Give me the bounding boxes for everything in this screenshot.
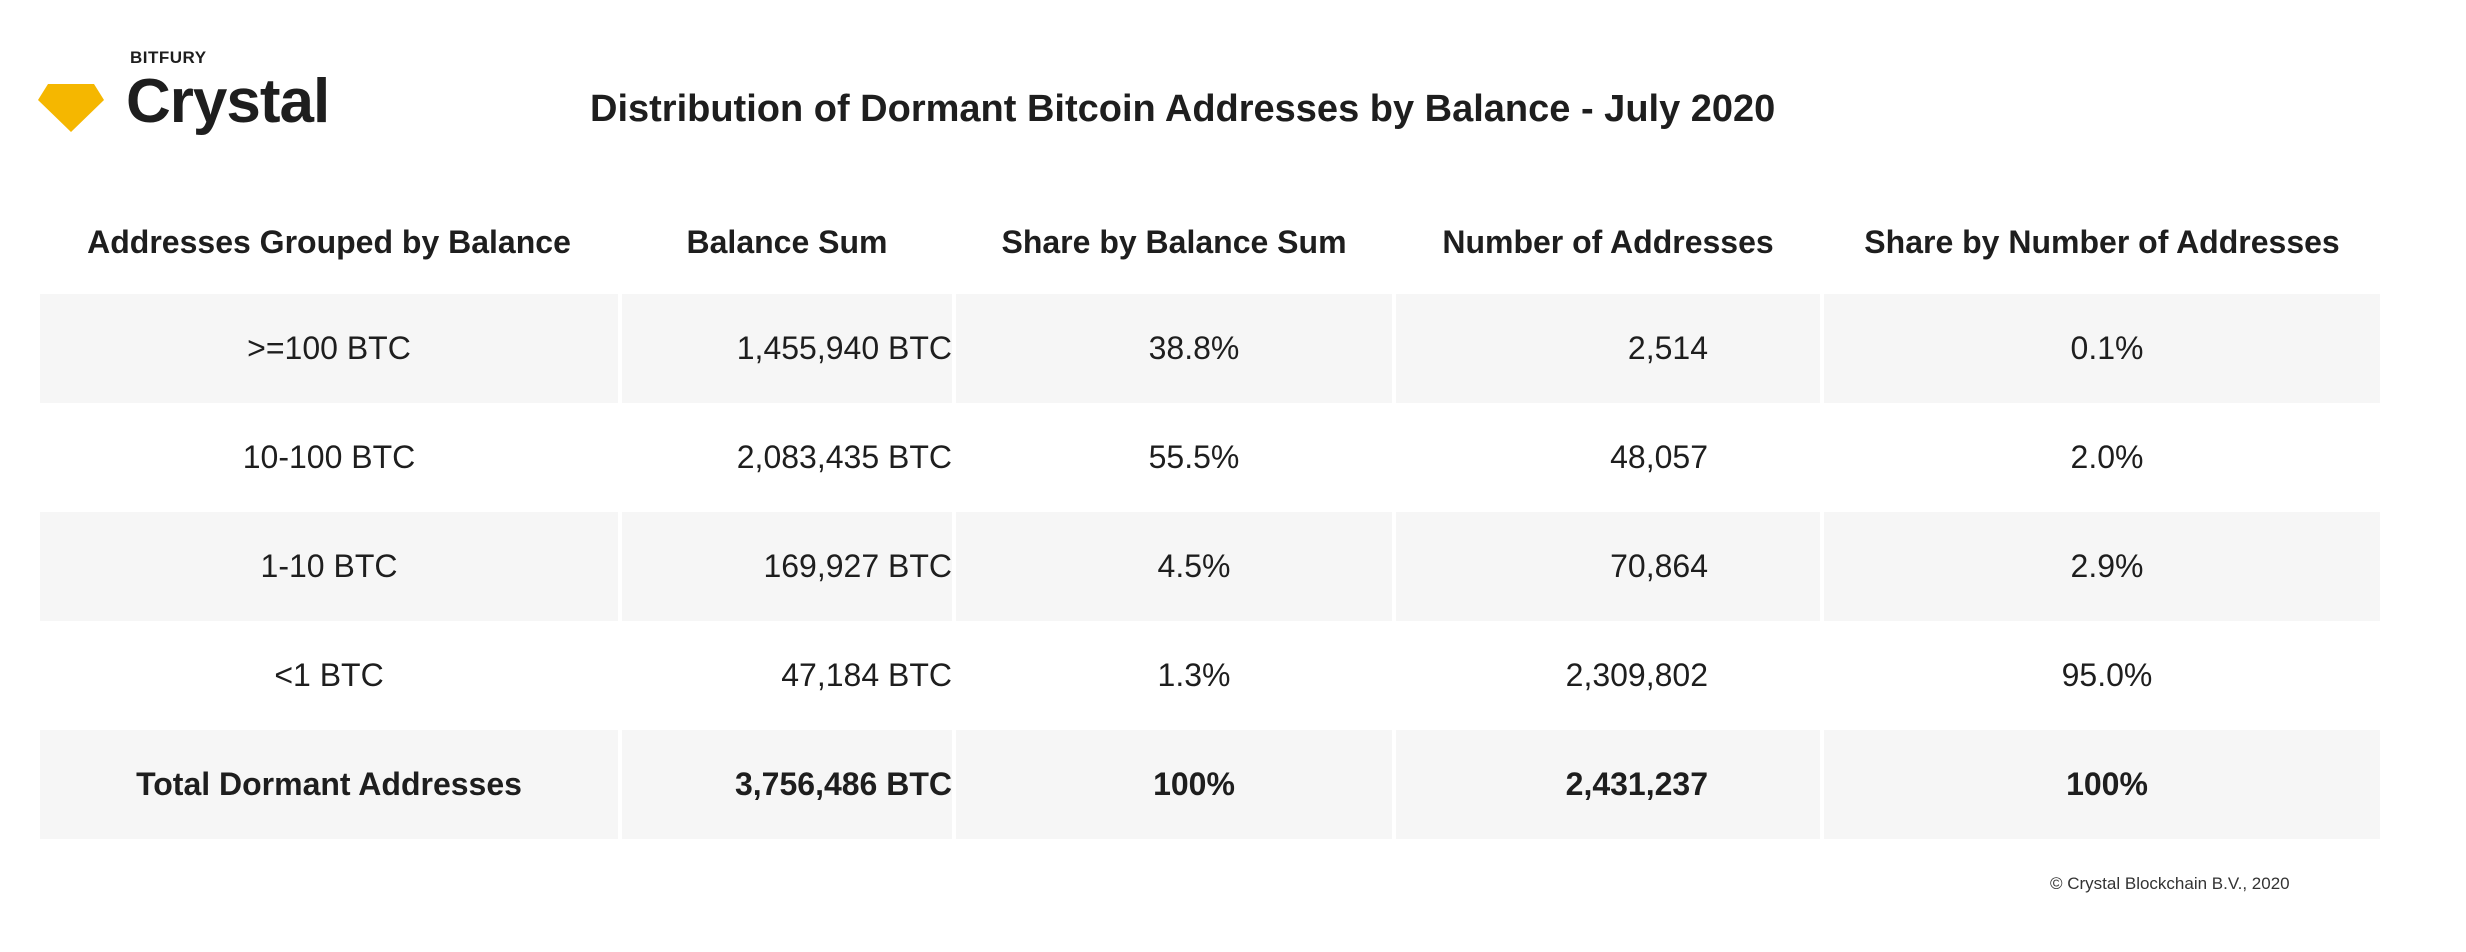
balance-group-cell: 1-10 BTC bbox=[40, 512, 618, 621]
distribution-table: Addresses Grouped by Balance Balance Sum… bbox=[40, 190, 2380, 839]
balance-group-cell: 10-100 BTC bbox=[242, 439, 416, 475]
table-header-row: Addresses Grouped by Balance Balance Sum… bbox=[40, 190, 2380, 294]
header-share-by-balance-sum: Share by Balance Sum bbox=[1001, 223, 1347, 260]
total-label-cell: Total Dormant Addresses bbox=[40, 730, 618, 839]
copyright-notice: © Crystal Blockchain B.V., 2020 bbox=[2050, 874, 2290, 893]
header-balance-sum: Balance Sum bbox=[686, 223, 888, 260]
diamond-icon bbox=[38, 84, 104, 132]
total-share-count-cell: 100% bbox=[1824, 730, 2380, 839]
total-address-count-cell: 2,431,237 bbox=[1396, 730, 1820, 839]
table-row: >=100 BTC 1,455,940 BTC 38.8% 2,514 0.1% bbox=[40, 294, 2380, 403]
table-total-row: Total Dormant Addresses 3,756,486 BTC 10… bbox=[40, 730, 2380, 839]
share-count-cell: 0.1% bbox=[1824, 294, 2380, 403]
share-balance-cell: 1.3% bbox=[1157, 657, 1231, 693]
brand-name: Crystal bbox=[126, 67, 330, 136]
table-row: 10-100 BTC 2,083,435 BTC 55.5% 48,057 2.… bbox=[40, 403, 2380, 512]
header-grouped-by-balance: Addresses Grouped by Balance bbox=[87, 223, 571, 260]
table-row: 1-10 BTC 169,927 BTC 4.5% 70,864 2.9% bbox=[40, 512, 2380, 621]
share-balance-cell: 38.8% bbox=[956, 294, 1392, 403]
balance-sum-cell: 2,083,435 BTC bbox=[736, 439, 952, 475]
total-balance-sum-cell: 3,756,486 BTC bbox=[622, 730, 952, 839]
balance-sum-cell: 1,455,940 BTC bbox=[622, 294, 952, 403]
brand-small-label: BITFURY bbox=[130, 48, 207, 67]
address-count-cell: 2,514 bbox=[1396, 294, 1820, 403]
address-count-cell: 70,864 bbox=[1396, 512, 1820, 621]
share-count-cell: 2.0% bbox=[2070, 439, 2144, 475]
page-title: Distribution of Dormant Bitcoin Addresse… bbox=[590, 88, 1776, 130]
balance-sum-cell: 47,184 BTC bbox=[781, 657, 952, 693]
share-count-cell: 95.0% bbox=[2061, 657, 2153, 693]
address-count-cell: 48,057 bbox=[1610, 439, 1708, 475]
total-share-balance-cell: 100% bbox=[956, 730, 1392, 839]
address-count-cell: 2,309,802 bbox=[1565, 657, 1708, 693]
share-balance-cell: 55.5% bbox=[1148, 439, 1240, 475]
balance-group-cell: >=100 BTC bbox=[40, 294, 618, 403]
balance-sum-cell: 169,927 BTC bbox=[622, 512, 952, 621]
header-number-of-addresses: Number of Addresses bbox=[1442, 223, 1774, 260]
header-share-by-number: Share by Number of Addresses bbox=[1864, 223, 2340, 260]
balance-group-cell: <1 BTC bbox=[274, 657, 384, 693]
share-count-cell: 2.9% bbox=[1824, 512, 2380, 621]
share-balance-cell: 4.5% bbox=[956, 512, 1392, 621]
table-row: <1 BTC 47,184 BTC 1.3% 2,309,802 95.0% bbox=[40, 621, 2380, 730]
